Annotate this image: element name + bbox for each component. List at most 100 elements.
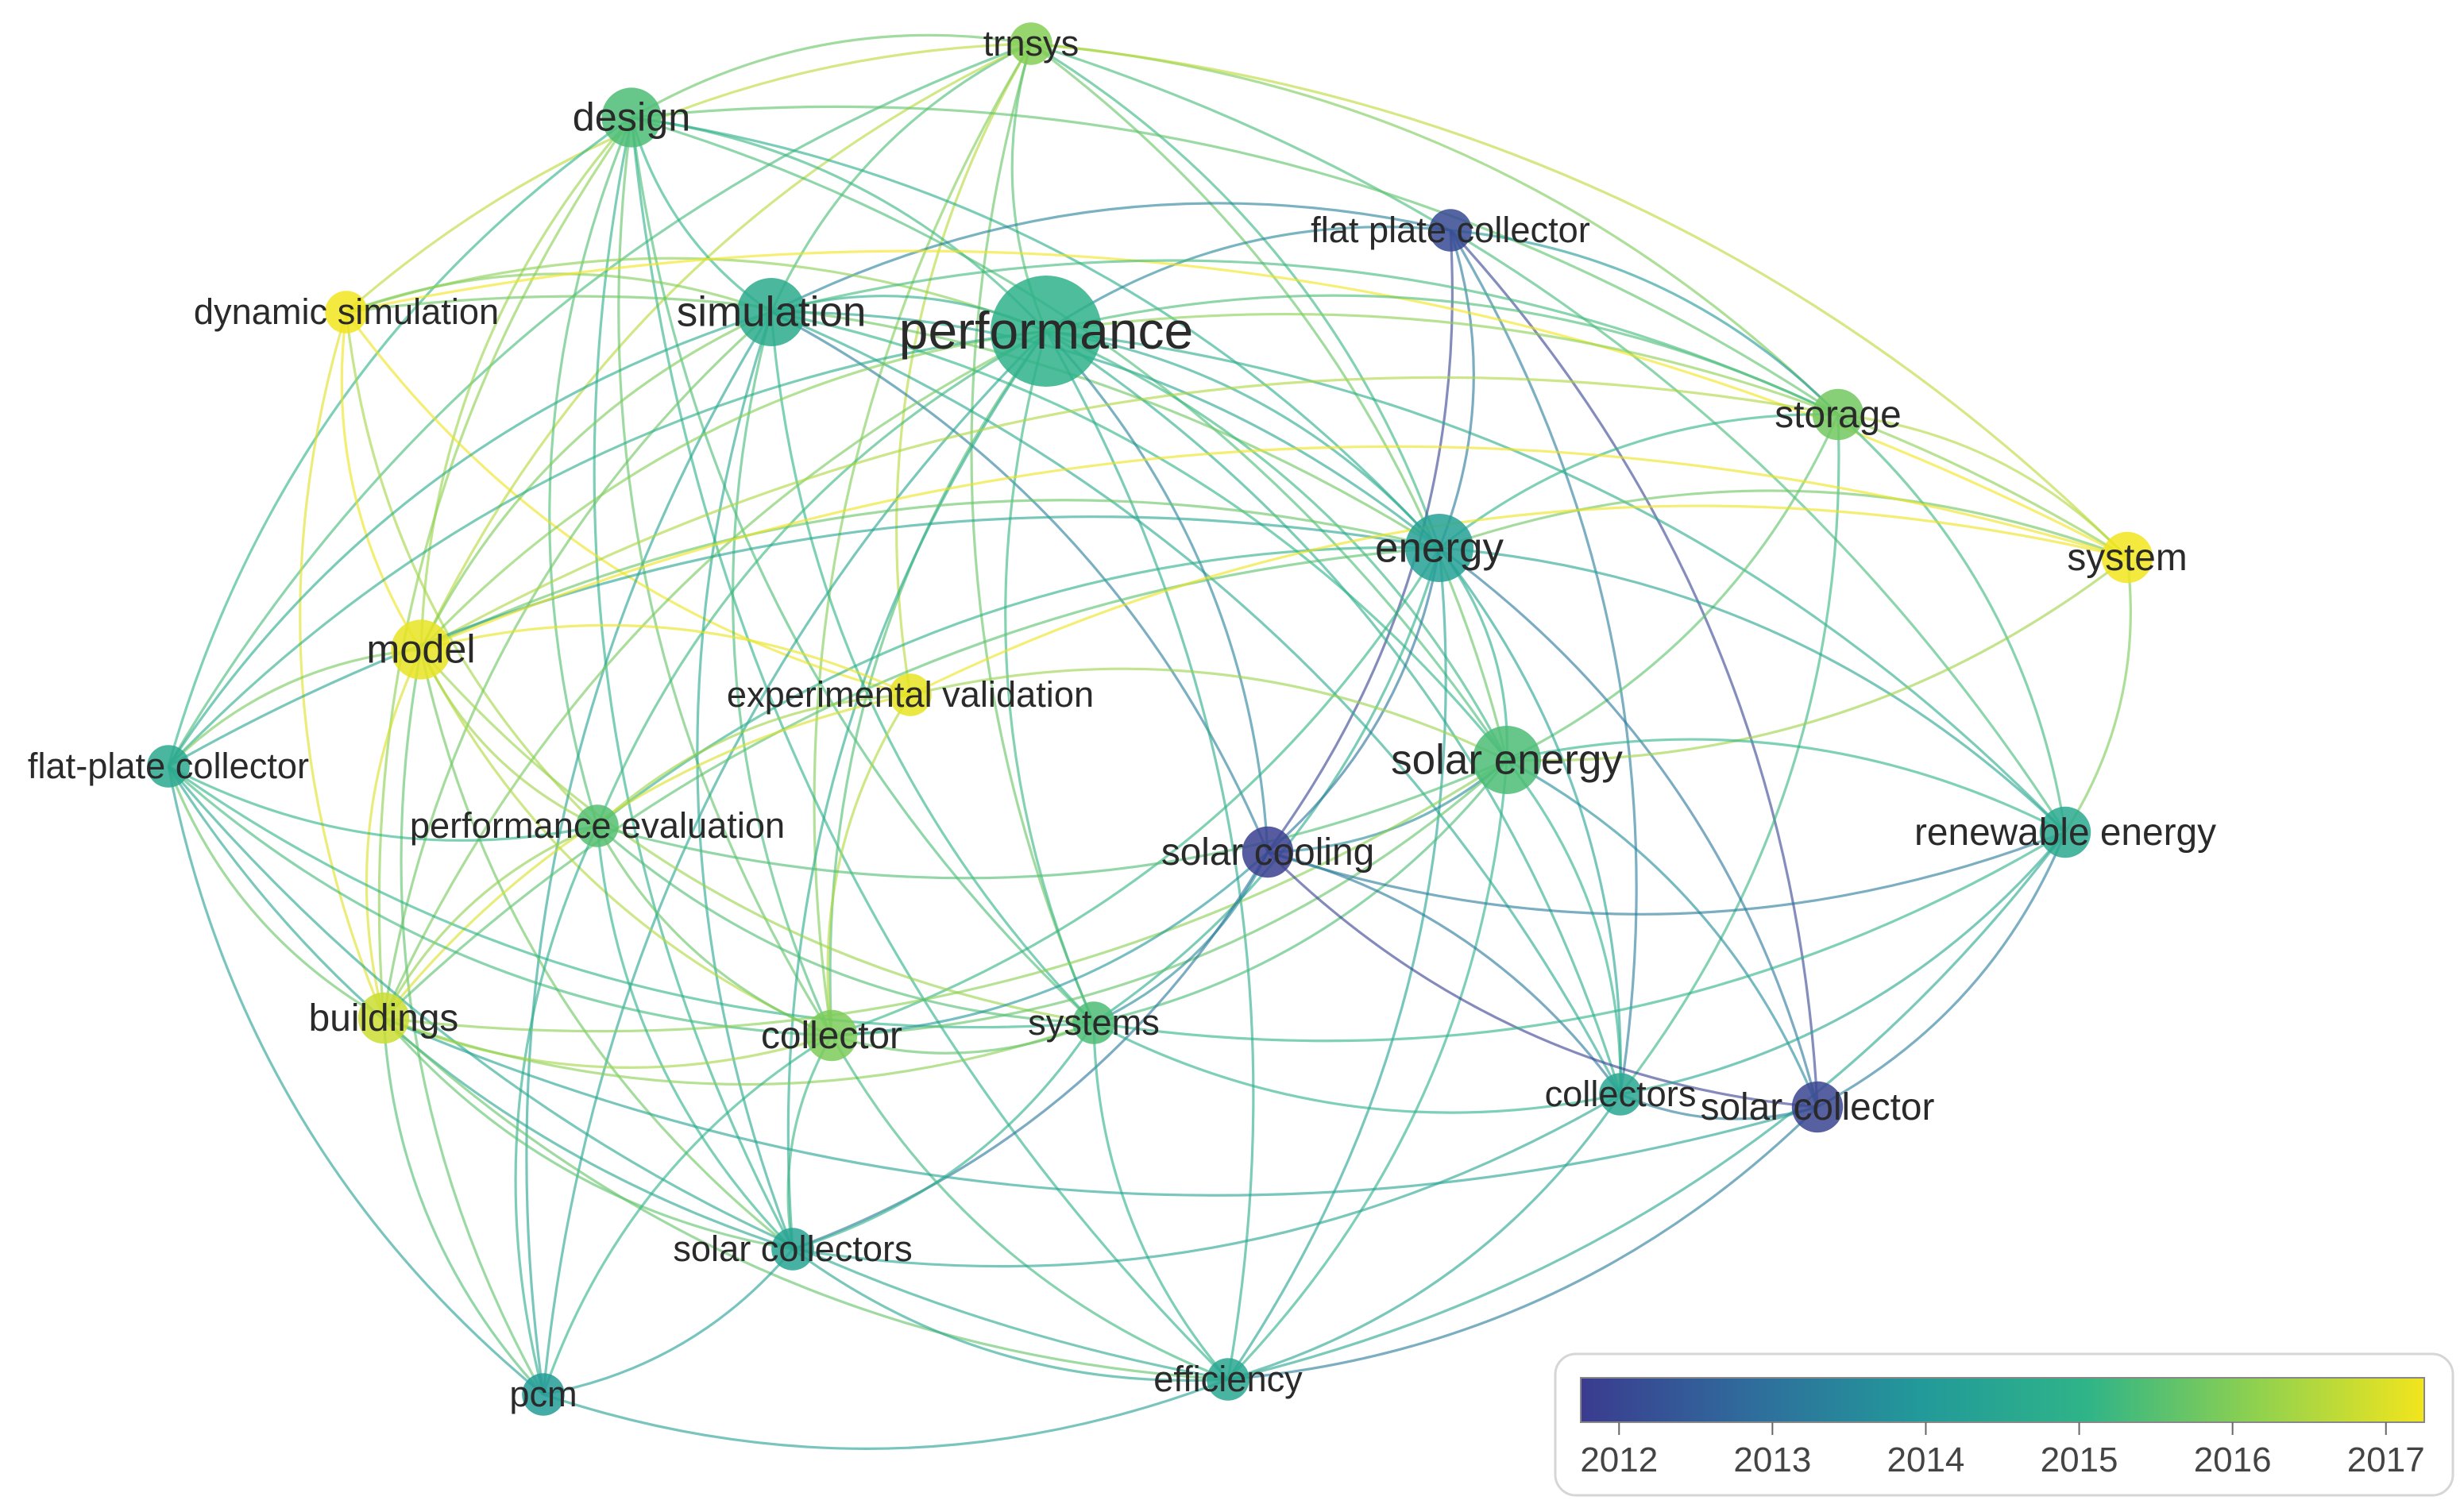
network-link [1093, 851, 1269, 1024]
network-link [345, 311, 911, 696]
network-link [596, 825, 832, 1037]
node-simulation[interactable] [737, 278, 805, 346]
network-link [382, 824, 598, 1019]
network-link [1506, 414, 1840, 762]
legend-tick-label: 2014 [1887, 1441, 1965, 1479]
node-performance-evaluation[interactable] [576, 804, 619, 847]
network-link [792, 1022, 1095, 1251]
network-link [813, 43, 1033, 1036]
network-link [792, 1093, 1621, 1268]
network-link [1226, 759, 1508, 1381]
network-link [167, 766, 545, 1396]
node-label-solar-collectors: solar collectors [673, 1228, 912, 1269]
network-link [1093, 1021, 1621, 1114]
network-links [167, 33, 2132, 1450]
node-solar-collector[interactable] [1791, 1081, 1844, 1133]
node-energy[interactable] [1405, 514, 1473, 582]
node-performance[interactable] [991, 276, 1102, 387]
network-link [365, 649, 423, 1019]
node-flat-plate-collector[interactable] [1429, 209, 1472, 252]
network-link [1817, 831, 2067, 1109]
network-link [1030, 42, 1441, 549]
node-label-pcm: pcm [509, 1374, 577, 1414]
network-link [831, 1021, 1095, 1055]
network-link [420, 445, 2128, 651]
network-link [732, 311, 833, 1036]
network-link [910, 667, 1508, 762]
network-link [1449, 229, 1819, 1108]
node-label-energy: energy [1375, 524, 1504, 571]
network-link [1092, 1022, 1230, 1381]
network-link [1439, 413, 1839, 550]
network-link [1030, 42, 2067, 833]
network-link [770, 310, 1508, 762]
node-collectors[interactable] [1599, 1073, 1642, 1116]
network-link [596, 693, 911, 827]
node-flat-plate-collector-hyphen[interactable] [147, 745, 190, 788]
network-link [830, 1035, 1229, 1381]
network-link [1505, 759, 1622, 1095]
network-link [597, 758, 1508, 880]
network-link [770, 259, 1839, 416]
legend-tick-label: 2017 [2347, 1441, 2425, 1479]
network-link [831, 758, 1508, 1037]
network-link [1227, 1105, 1819, 1381]
network-link [543, 1248, 794, 1396]
network-link [1045, 294, 1839, 416]
network-link [792, 1248, 1229, 1382]
network-link [1439, 546, 2067, 834]
network-link [1837, 413, 2129, 559]
node-label-simulation: simulation [677, 288, 867, 335]
network-link [631, 33, 1032, 119]
network-link [1045, 330, 2067, 834]
network-link [419, 116, 633, 650]
network-link [831, 547, 1441, 1037]
network-link [168, 515, 1440, 768]
node-label-renewable-energy: renewable energy [1914, 812, 2216, 854]
node-model[interactable] [391, 619, 451, 680]
network-link [419, 310, 772, 650]
node-solar-cooling[interactable] [1242, 826, 1294, 878]
network-link [1267, 850, 1622, 1095]
network-link [1093, 759, 1508, 1024]
network-link [1030, 42, 1508, 761]
network-link [167, 766, 384, 1020]
node-renewable-energy[interactable] [2039, 806, 2091, 858]
node-label-flat-plate-collector: flat plate collector [1311, 210, 1590, 250]
node-label-dynamic-simulation: dynamic simulation [194, 291, 499, 332]
node-dynamic-simulation[interactable] [325, 291, 368, 334]
network-link [419, 649, 794, 1251]
node-collector[interactable] [805, 1009, 858, 1062]
node-label-flat-plate-collector-hyphen: flat-plate collector [28, 746, 309, 786]
network-link [383, 1016, 1818, 1197]
node-label-performance-evaluation: performance evaluation [410, 805, 785, 846]
network-link [1620, 831, 2067, 1096]
node-solar-energy[interactable] [1473, 726, 1541, 794]
network-link [970, 43, 1095, 1024]
network-link [400, 649, 545, 1395]
network-link [696, 311, 794, 1250]
network-link [299, 311, 385, 1019]
node-efficiency[interactable] [1207, 1358, 1249, 1401]
network-link [630, 117, 1230, 1381]
node-label-system: system [2067, 537, 2187, 579]
node-systems[interactable] [1072, 1001, 1115, 1044]
node-trnsys[interactable] [1010, 22, 1052, 65]
node-label-solar-energy: solar energy [1391, 736, 1623, 783]
node-experimental-validation[interactable] [889, 673, 932, 716]
network-link [346, 256, 1047, 333]
network-link [419, 42, 1032, 650]
node-design[interactable] [601, 87, 662, 148]
node-system[interactable] [2101, 531, 2153, 584]
node-storage[interactable] [1812, 388, 1864, 441]
node-solar-collectors[interactable] [771, 1228, 814, 1271]
network-link [596, 330, 1047, 827]
node-pcm[interactable] [522, 1373, 565, 1416]
node-buildings[interactable] [357, 992, 410, 1044]
legend-tick-label: 2016 [2194, 1441, 2272, 1479]
node-label-solar-collector: solar collector [1701, 1086, 1935, 1128]
network-link [543, 1378, 1229, 1450]
network-link [514, 825, 599, 1395]
network-link [1227, 831, 2067, 1381]
node-label-collector: collector [761, 1015, 902, 1057]
